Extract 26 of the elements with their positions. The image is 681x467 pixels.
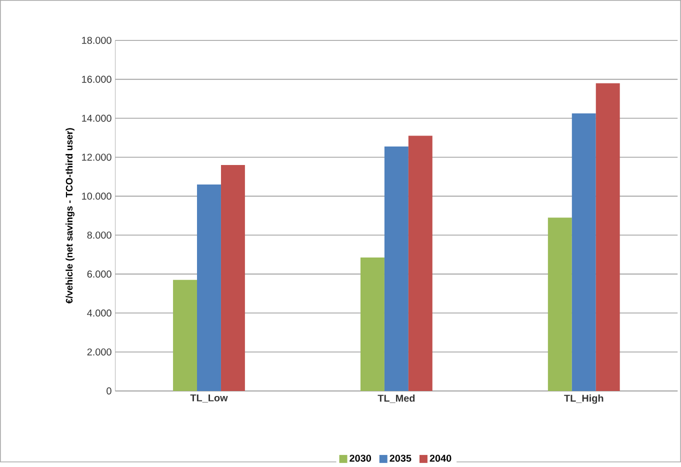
y-axis-title: €/vehicle (net savings - TCO-third user) bbox=[66, 128, 74, 304]
y-tick-label: 10.000 bbox=[82, 192, 112, 200]
y-tick-label: 12.000 bbox=[82, 154, 112, 161]
legend-label: 2035 bbox=[390, 454, 412, 462]
y-tick-label: 18.000 bbox=[82, 36, 112, 44]
x-tick-label: TL_Low bbox=[190, 394, 228, 402]
y-tick-label: 4.000 bbox=[87, 309, 112, 316]
bar bbox=[384, 146, 408, 391]
bar bbox=[572, 113, 596, 391]
bar bbox=[197, 184, 221, 391]
y-tick-label: 0 bbox=[106, 387, 112, 394]
bar bbox=[548, 218, 572, 391]
bar bbox=[360, 257, 384, 391]
bar bbox=[596, 83, 620, 391]
y-tick-label: 16.000 bbox=[82, 76, 112, 83]
bar bbox=[220, 164, 245, 391]
bar bbox=[173, 280, 198, 391]
y-tick-label: 8.000 bbox=[87, 232, 112, 239]
legend-label: 2030 bbox=[350, 454, 371, 462]
legend-label: 2040 bbox=[430, 454, 452, 462]
y-tick-label: 6.000 bbox=[87, 270, 112, 278]
y-tick-label: 2.000 bbox=[87, 348, 112, 356]
x-tick-label: TL_High bbox=[564, 394, 604, 404]
x-tick-label: TL_Med bbox=[378, 394, 415, 403]
bar bbox=[408, 136, 432, 391]
y-tick-label: 14.000 bbox=[82, 114, 112, 122]
